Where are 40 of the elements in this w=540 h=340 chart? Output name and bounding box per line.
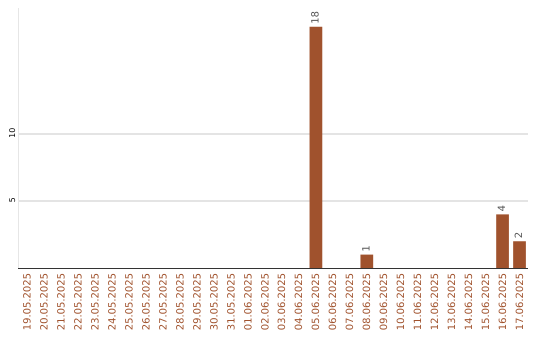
bar (513, 241, 526, 268)
x-tick-label: 16.06.2025 (498, 273, 509, 330)
x-tick-label: 24.05.2025 (108, 273, 119, 330)
x-tick-label: 13.06.2025 (446, 273, 458, 330)
x-tick-label: 06.06.2025 (328, 273, 340, 330)
x-tick-label: 12.06.2025 (430, 273, 441, 330)
x-tick-label: 08.06.2025 (362, 273, 374, 330)
x-tick-label: 05.06.2025 (311, 273, 322, 330)
x-tick-label: 02.06.2025 (260, 273, 272, 330)
y-tick-label: 10 (8, 128, 17, 138)
x-tick-label: 27.05.2025 (158, 273, 170, 330)
x-tick-label: 10.06.2025 (396, 273, 407, 330)
bar (360, 254, 374, 268)
data-label: 18 (310, 11, 322, 24)
x-tick-label: 01.06.2025 (243, 273, 254, 330)
x-tick-label: 04.06.2025 (294, 273, 306, 330)
x-tick-label: 29.05.2025 (192, 273, 204, 330)
x-tick-label: 25.05.2025 (124, 273, 136, 330)
data-label: 4 (497, 205, 508, 212)
x-tick-label: 22.05.2025 (74, 273, 85, 330)
x-tick-label: 21.05.2025 (56, 273, 68, 330)
x-tick-label: 15.06.2025 (480, 273, 492, 330)
x-tick-label: 30.05.2025 (209, 273, 220, 330)
x-tick-label: 14.06.2025 (464, 273, 475, 330)
x-tick-label: 31.05.2025 (226, 273, 238, 330)
x-tick-label: 07.06.2025 (345, 273, 356, 330)
x-tick-label: 09.06.2025 (379, 273, 390, 330)
x-tick-label: 11.06.2025 (412, 273, 424, 330)
x-tick-label: 23.05.2025 (90, 273, 102, 330)
x-tick-label: 26.05.2025 (142, 273, 152, 330)
data-label: 2 (514, 232, 526, 238)
bar (310, 26, 322, 268)
x-tick-label: 20.05.2025 (40, 273, 51, 330)
x-tick-label: 19.05.2025 (22, 273, 34, 330)
x-tick-label: 17.06.2025 (514, 273, 526, 330)
y-tick-label: 5 (8, 197, 17, 202)
x-tick-label: 03.06.2025 (277, 273, 288, 330)
data-label: 1 (361, 245, 372, 252)
bar (496, 214, 509, 268)
x-tick-label: 28.05.2025 (175, 273, 186, 330)
